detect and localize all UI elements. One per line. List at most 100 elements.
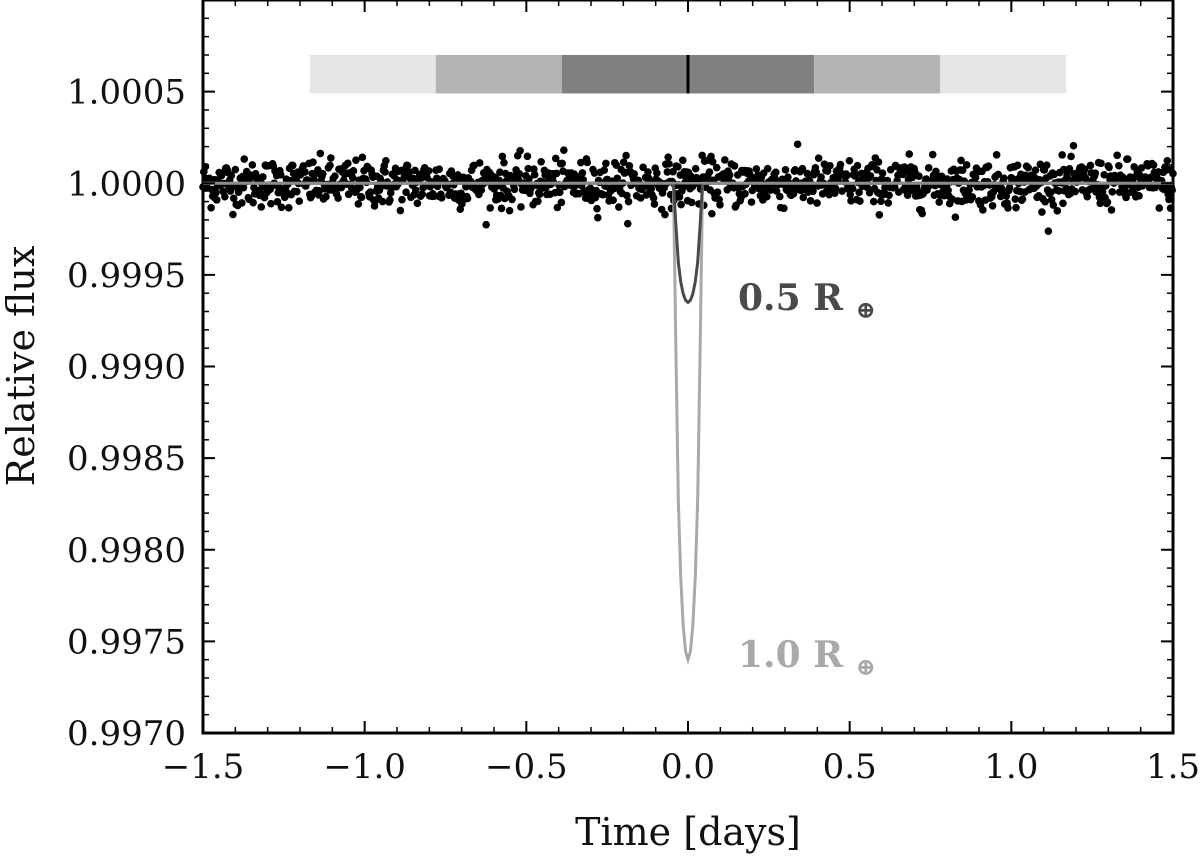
data-point: [781, 166, 790, 174]
shading-segment-1: [435, 54, 562, 94]
data-point: [257, 203, 266, 211]
data-point: [293, 187, 301, 196]
y-tick-label: 0.9985: [67, 439, 186, 479]
transit-model-1.0-r: [203, 181, 1173, 666]
data-point: [227, 171, 236, 180]
data-point: [884, 199, 893, 207]
data-point: [1169, 169, 1177, 178]
data-point: [295, 197, 304, 206]
data-point: [708, 158, 717, 166]
data-point: [741, 189, 749, 198]
data-point: [1155, 204, 1164, 212]
data-point: [624, 197, 633, 206]
data-point: [508, 195, 516, 204]
data-point: [649, 194, 658, 202]
data-point: [1031, 166, 1040, 174]
data-point: [240, 155, 249, 163]
data-point: [1011, 195, 1020, 203]
data-point: [299, 162, 308, 170]
data-point: [600, 166, 609, 174]
data-point: [1163, 156, 1172, 165]
data-point: [1123, 155, 1132, 163]
data-point: [784, 173, 792, 181]
data-point: [644, 168, 652, 176]
data-point: [331, 172, 339, 180]
data-point: [289, 161, 297, 170]
data-point: [1058, 151, 1066, 159]
data-point: [231, 165, 240, 174]
shading-segment-2: [561, 54, 688, 94]
data-point: [848, 184, 857, 193]
data-point: [928, 150, 937, 159]
data-point: [935, 198, 943, 206]
data-point: [1053, 207, 1062, 215]
data-point: [951, 213, 960, 221]
data-point: [705, 168, 714, 176]
x-tick-label: 0.5: [823, 747, 877, 787]
y-axis-label: Relative flux: [0, 246, 43, 487]
data-point: [623, 191, 631, 200]
data-point: [609, 196, 617, 204]
data-point: [1055, 187, 1063, 195]
data-point: [1083, 192, 1092, 201]
earth-symbol-icon: ⊕: [856, 652, 876, 681]
data-point: [691, 164, 700, 173]
data-point: [674, 162, 682, 171]
y-tick-label: 0.9995: [67, 256, 186, 296]
data-point: [846, 190, 855, 199]
data-point: [358, 153, 367, 162]
x-tick-label: 1.5: [1146, 747, 1200, 787]
shading-segment-0: [309, 54, 436, 94]
data-point: [678, 156, 687, 165]
data-point: [713, 188, 722, 196]
data-point: [962, 161, 971, 169]
data-point: [234, 188, 243, 196]
data-point: [396, 206, 405, 215]
data-point: [866, 172, 875, 180]
y-tick-label: 0.9970: [67, 714, 186, 754]
data-point: [803, 169, 812, 178]
data-point: [885, 191, 893, 200]
data-point: [1108, 188, 1117, 196]
data-point: [326, 161, 334, 170]
data-point: [594, 213, 602, 222]
data-point: [875, 210, 884, 219]
data-point: [984, 162, 993, 170]
data-point: [799, 193, 808, 202]
x-tick-label: 0.0: [661, 747, 715, 787]
data-point: [356, 183, 364, 192]
data-point: [1018, 195, 1027, 203]
data-point: [500, 158, 508, 167]
data-point: [1137, 164, 1146, 172]
data-point: [201, 162, 210, 171]
data-point: [477, 186, 486, 194]
data-point: [653, 169, 661, 177]
data-point: [763, 192, 771, 201]
data-point: [1086, 161, 1095, 170]
data-point: [229, 194, 238, 203]
data-point: [357, 193, 366, 202]
data-point: [318, 169, 327, 178]
data-point: [593, 204, 601, 213]
data-point: [1091, 169, 1100, 177]
data-point: [1097, 159, 1105, 168]
data-point: [721, 156, 729, 164]
data-point: [1012, 203, 1020, 212]
data-point: [971, 173, 980, 182]
data-point: [1166, 204, 1175, 212]
data-point: [537, 158, 545, 166]
data-point: [763, 164, 772, 173]
data-point: [212, 188, 220, 197]
data-point: [843, 171, 851, 180]
data-point: [553, 203, 562, 212]
data-point: [1004, 204, 1012, 212]
x-tick-label: −1.5: [162, 747, 245, 787]
data-point: [475, 159, 484, 167]
earth-symbol-icon: ⊕: [856, 295, 876, 324]
data-point: [577, 158, 585, 167]
data-point: [957, 156, 965, 165]
data-point: [1103, 198, 1112, 206]
data-point: [411, 186, 420, 194]
data-point: [716, 201, 724, 209]
